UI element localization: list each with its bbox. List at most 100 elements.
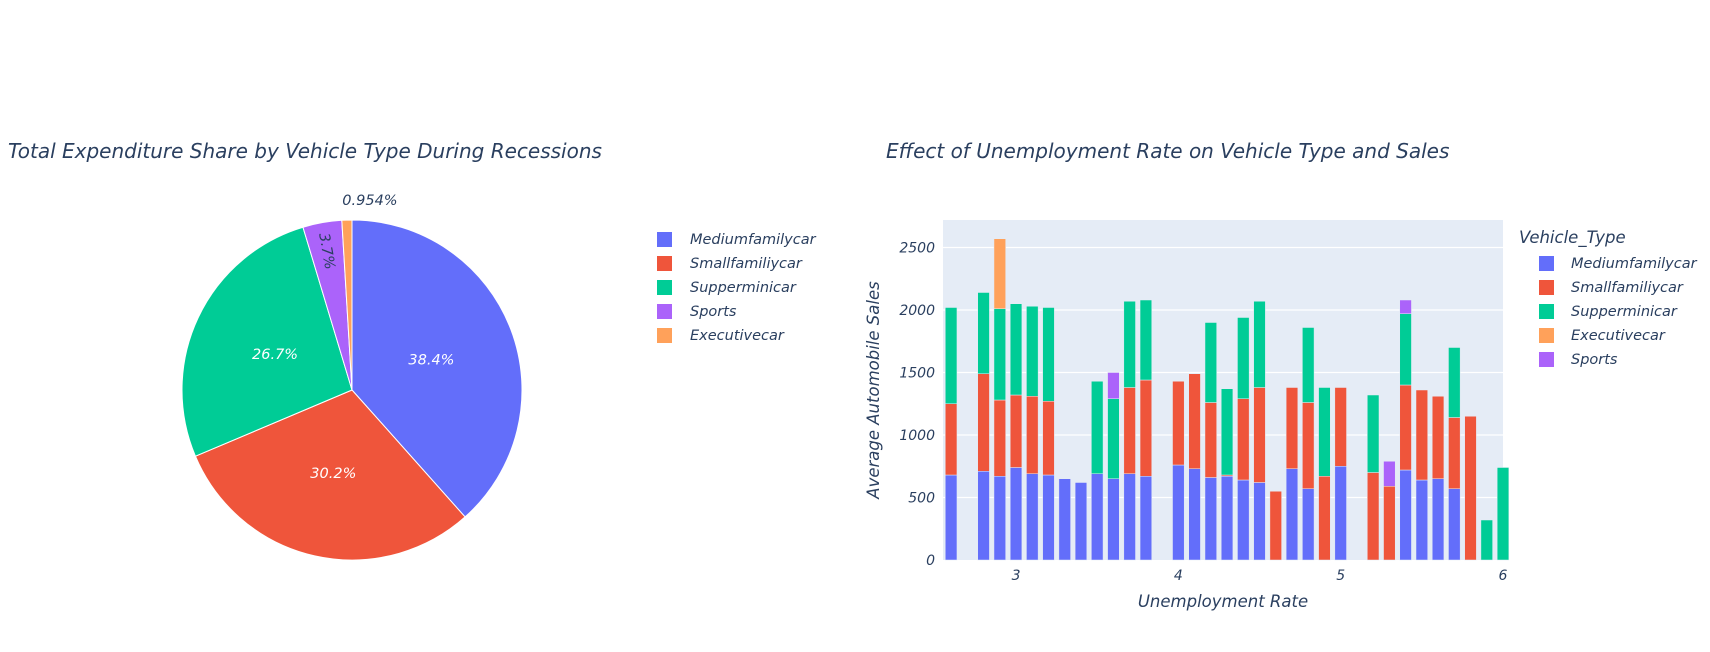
bar-smallfamiliycar [993,399,1006,477]
bar-smallfamiliycar [1415,389,1428,481]
bar-mediumfamilycar [1302,488,1315,561]
bar-supperminicar [1220,388,1234,476]
bar-smallfamiliycar [1237,398,1250,481]
y-axis-label: Average Automobile Sales [864,281,883,500]
pie-legend-item-executivecar: Executivecar [690,328,785,344]
bar-supperminicar [977,292,990,374]
bar-supperminicar [1123,301,1136,388]
bar-mediumfamilycar [1091,473,1104,561]
bar-mediumfamilycar [1058,478,1071,561]
bar-legend-swatch-supperminicar [1539,304,1554,319]
pie-label-smallfamiliycar: 30.2% [310,466,356,482]
x-tick-label: 4 [1174,568,1183,584]
bar-axes: 0 500 1000 1500 2000 2500 3 4 5 6 [899,241,1507,585]
x-tick-label: 3 [1012,568,1021,584]
bar-legend-title: Vehicle_Type [1519,228,1626,248]
bar-supperminicar [1318,387,1331,477]
bar-sports [1399,299,1412,314]
bar-smallfamiliycar [1269,491,1282,561]
bar-legend-item-mediumfamilycar: Mediumfamilycar [1571,256,1698,272]
bar-mediumfamilycar [977,471,990,561]
bar-smallfamiliycar [977,373,990,472]
bar-smallfamiliycar [1172,381,1185,466]
bar-mediumfamilycar [1448,488,1461,561]
pie-legend-item-smallfamiliycar: Smallfamiliycar [690,256,803,272]
bar-mediumfamilycar [1220,476,1234,561]
bar-mediumfamilycar [1204,477,1217,561]
pie-slice-mediumfamilycar [351,219,523,518]
bar-legend-item-supperminicar: Supperminicar [1571,304,1678,320]
bar-supperminicar [1302,327,1315,403]
bar-legend-swatch-mediumfamilycar [1539,256,1554,271]
bar-legend-swatch-executivecar [1539,328,1554,343]
bar-mediumfamilycar [1237,479,1250,561]
y-tick-label: 2000 [899,303,935,319]
bar-smallfamiliycar [1334,387,1347,467]
bar-smallfamiliycar [1123,387,1136,474]
bar-chart-title: Effect of Unemployment Rate on Vehicle T… [886,139,1449,163]
bar-smallfamiliycar [945,403,958,476]
bar-legend: Mediumfamilycar Smallfamiliycar Suppermini… [1539,256,1698,368]
bar-supperminicar [1399,313,1412,386]
bar-mediumfamilycar [1188,468,1201,561]
bar-smallfamiliycar [1431,396,1445,479]
x-tick-label: 5 [1336,568,1345,584]
bar-smallfamiliycar [1383,486,1396,561]
bar-mediumfamilycar [1285,468,1299,561]
bar-supperminicar [993,308,1006,401]
pie-slice-executivecar [341,219,353,391]
bar-legend-swatch-smallfamiliycar [1539,280,1554,295]
pie-slice-smallfamiliycar [194,389,466,561]
pie-legend-item-sports: Sports [690,304,737,320]
bar-supperminicar [1204,322,1217,403]
bar-legend-item-executivecar: Executivecar [1571,328,1666,344]
bar-sports [1383,461,1396,487]
bar-mediumfamilycar [1009,467,1023,561]
bar-legend-swatch-sports [1539,352,1554,367]
bar-mediumfamilycar [1026,473,1039,561]
bar-smallfamiliycar [1204,402,1217,478]
bar-smallfamiliycar [1399,384,1412,471]
bar-supperminicar [1091,381,1104,474]
pie-legend-swatch-mediumfamilycar [657,232,672,247]
bar-mediumfamilycar [1334,466,1347,561]
pie-chart-title: Total Expenditure Share by Vehicle Type … [8,139,602,163]
bar-mediumfamilycar [1123,473,1136,561]
pie-legend-item-mediumfamilycar: Mediumfamilycar [690,232,817,248]
x-axis-label: Unemployment Rate [1138,592,1308,611]
pie-legend-swatch-smallfamiliycar [657,256,672,271]
bar-supperminicar [1480,519,1493,561]
bar-mediumfamilycar [1139,476,1152,561]
pie-label-supperminicar: 26.7% [252,347,298,363]
bar-smallfamiliycar [1448,417,1461,489]
y-tick-label: 0 [926,553,935,569]
bar-mediumfamilycar [1415,479,1428,561]
bar-smallfamiliycar [1139,379,1152,477]
pie-label-sports: 3.7% [315,232,337,271]
bar-smallfamiliycar [1318,476,1331,561]
bar-mediumfamilycar [1172,464,1185,561]
bar-smallfamiliycar [1367,472,1380,561]
pie-label-executivecar: 0.954% [342,193,397,209]
bar-smallfamiliycar [1302,402,1315,489]
bar-mediumfamilycar [945,474,958,561]
pie-legend: Mediumfamilycar Smallfamiliycar Suppermini… [657,232,817,344]
pie-chart: 38.4% 30.2% 26.7% 3.7% 0.954% [181,193,523,561]
bar-smallfamiliycar [1026,396,1039,474]
bar-supperminicar [1253,301,1266,388]
y-tick-label: 2500 [899,241,935,257]
pie-legend-swatch-executivecar [657,328,672,343]
bar-mediumfamilycar [1074,482,1088,561]
bar-supperminicar [1139,299,1152,381]
bar-mediumfamilycar [1253,482,1266,561]
y-tick-label: 1000 [899,428,935,444]
pie-legend-swatch-supperminicar [657,280,672,295]
pie-label-mediumfamilycar: 38.4% [408,353,454,369]
bar-smallfamiliycar [1188,373,1201,469]
bar-smallfamiliycar [1009,394,1023,468]
bar-supperminicar [1496,467,1510,561]
bar-supperminicar [1042,307,1055,402]
bar-mediumfamilycar [1107,478,1120,561]
bar-smallfamiliycar [1285,387,1299,469]
